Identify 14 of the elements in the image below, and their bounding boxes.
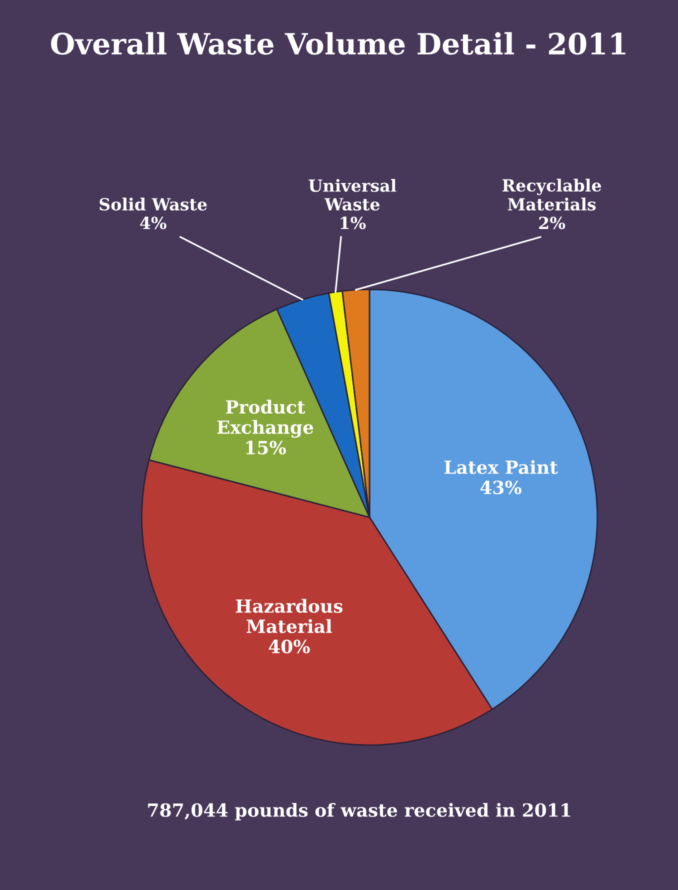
- data-label: 1%: [340, 216, 366, 230]
- data-label: 15%: [246, 440, 286, 454]
- slice-label: Solid Waste: [100, 198, 207, 211]
- data-label: 4%: [140, 216, 166, 230]
- slice-label: Universal Waste: [308, 179, 396, 211]
- data-label: 43%: [480, 480, 522, 494]
- slice-label: Recyclable Materials: [502, 178, 602, 211]
- slice-label: Hazardous Material: [236, 598, 343, 634]
- chart-title: Overall Waste Volume Detail - 2011: [51, 32, 626, 55]
- text: 787,044 pounds of waste received in 2011: [148, 802, 570, 820]
- data-label: 2%: [539, 216, 566, 230]
- slice-label: Latex Paint: [444, 460, 558, 474]
- data-label: 40%: [268, 640, 310, 654]
- slice-label: Product Exchange: [217, 400, 314, 438]
